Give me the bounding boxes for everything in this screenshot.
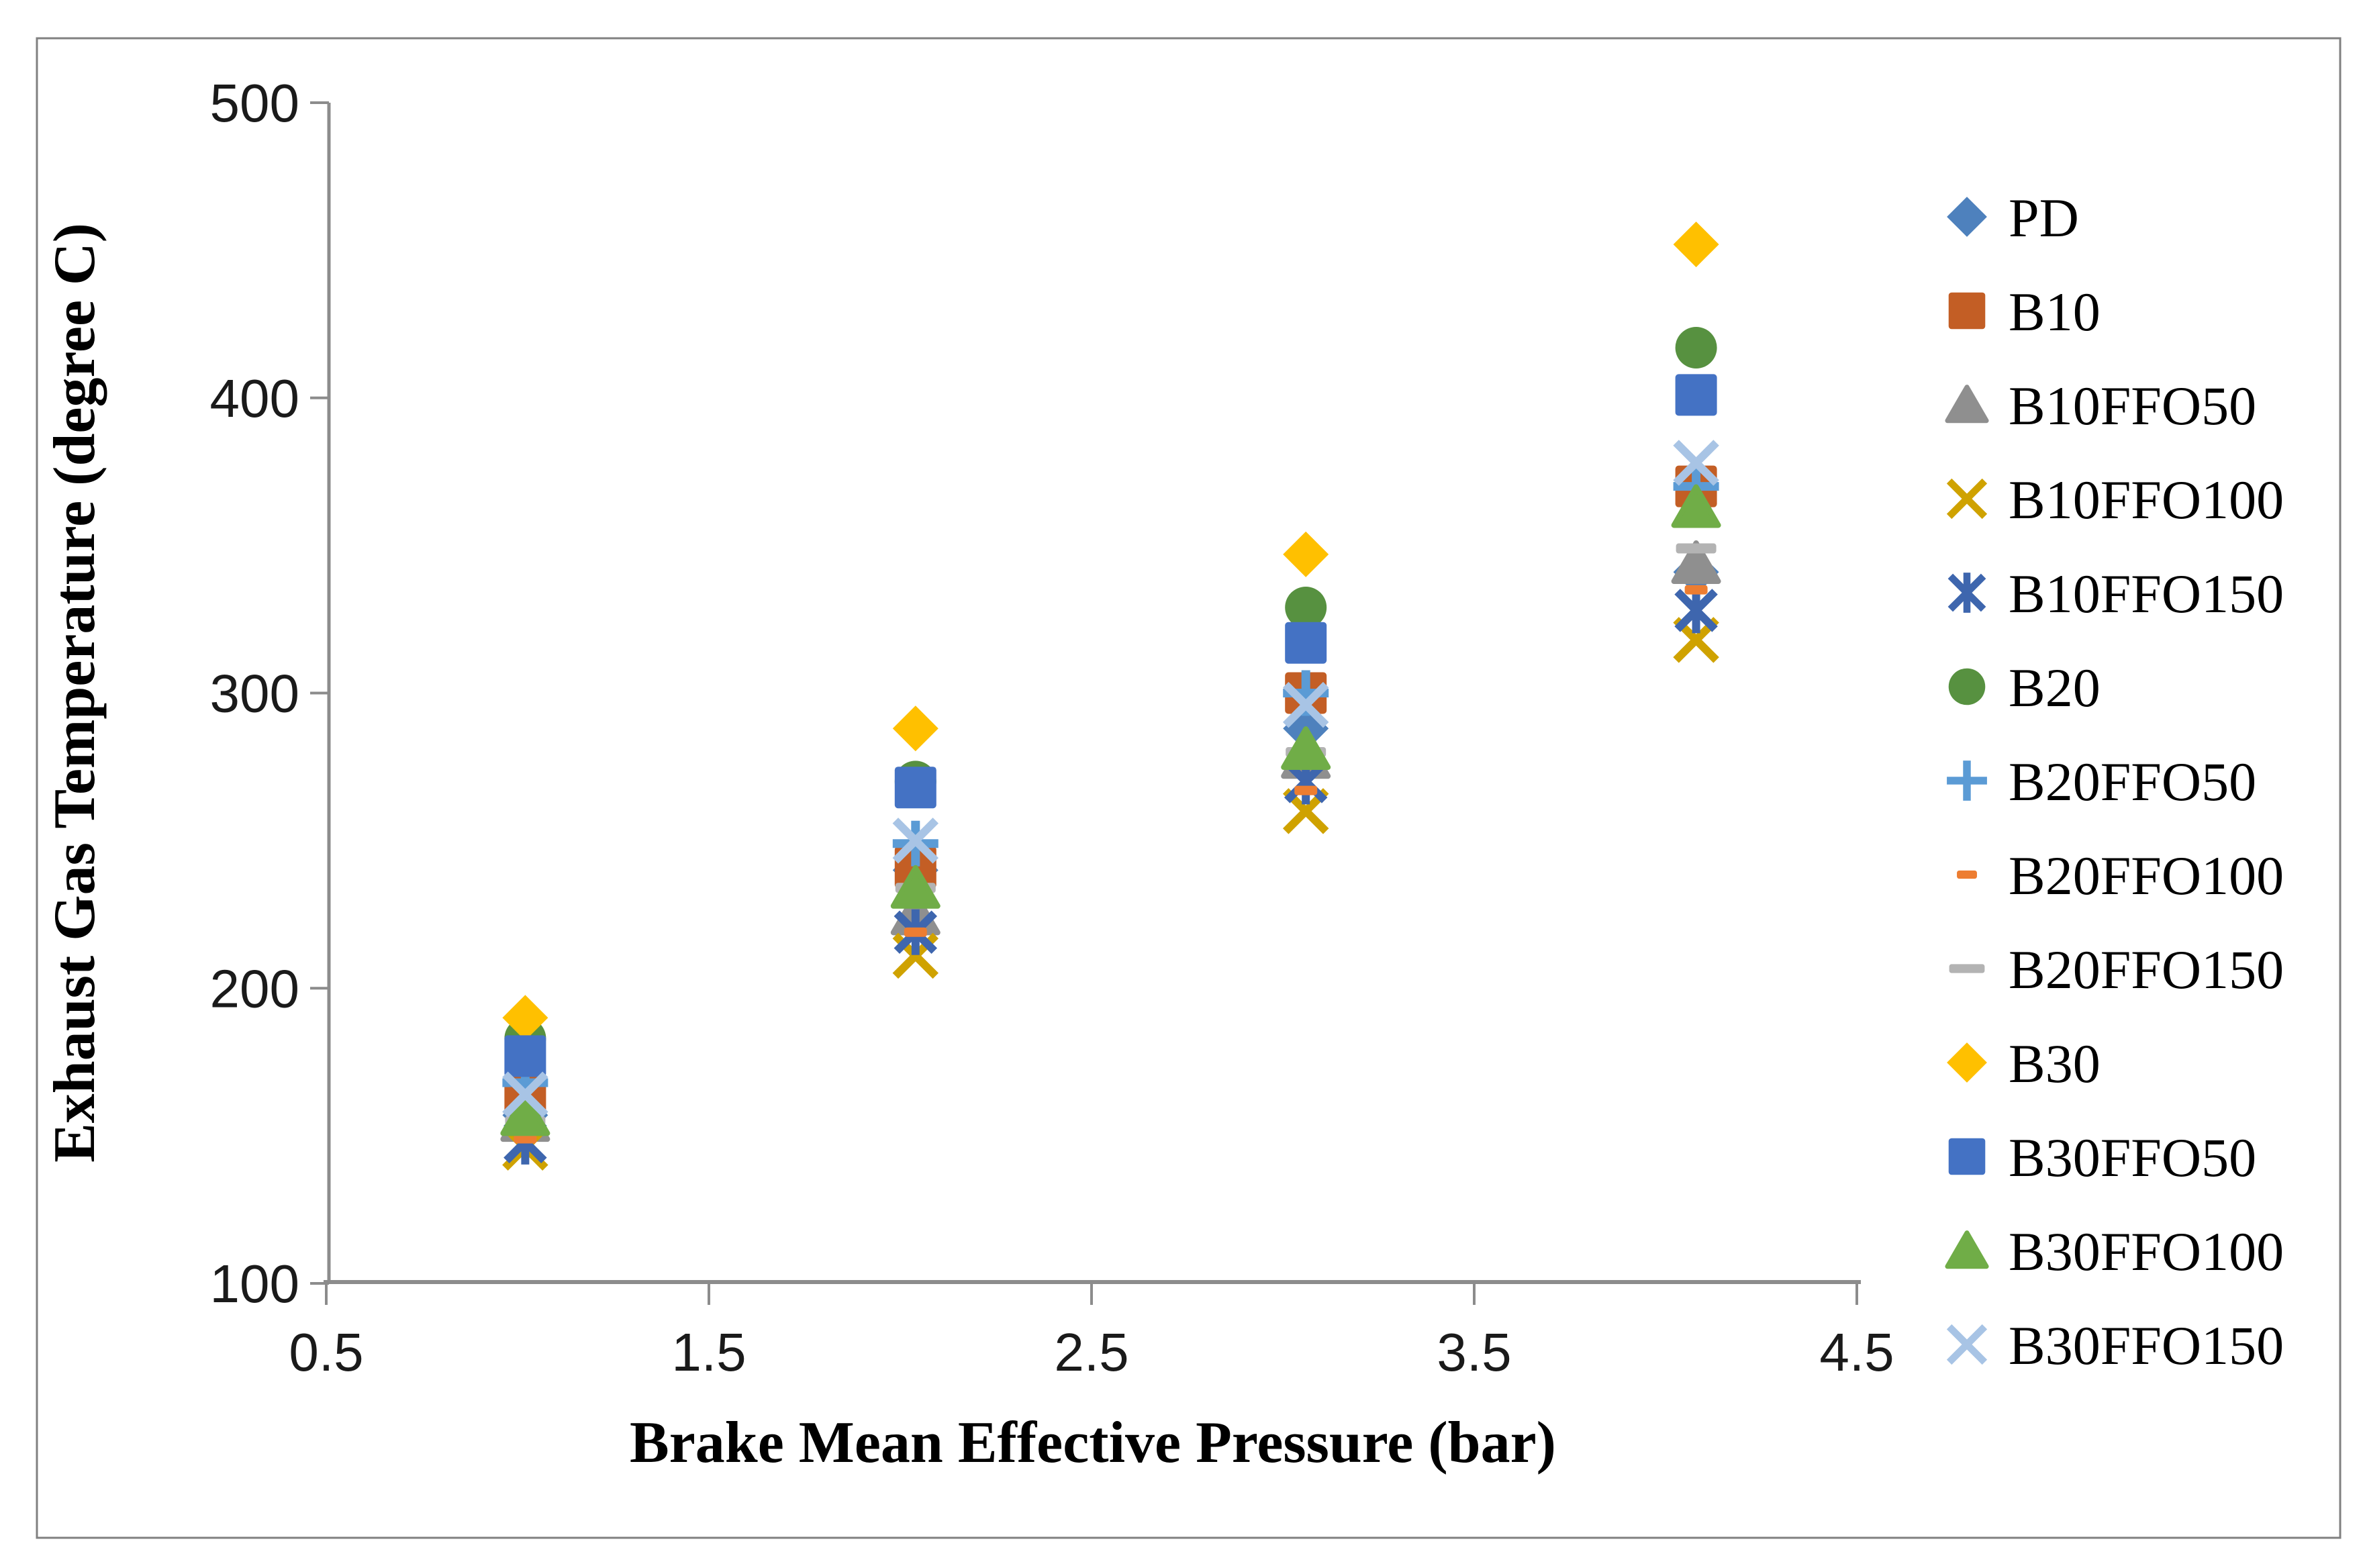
marker-B20FFO100-3 <box>1684 585 1708 595</box>
legend-x-marker <box>1946 478 1988 520</box>
marker-B30-2 <box>1283 531 1329 577</box>
marker-B30FFO100-3 <box>1671 484 1721 528</box>
marker-B30FFO150-0 <box>502 1071 548 1118</box>
legend-plus-marker <box>1947 761 1987 801</box>
marker-B30-1 <box>892 705 938 752</box>
legend-label: B30FFO50 <box>2009 1127 2256 1188</box>
legend-item-B10FFO150: B10FFO150 <box>1947 563 2284 624</box>
marker-B30FFO100-2 <box>1281 726 1331 771</box>
legend-diamond-marker <box>1947 197 1987 237</box>
marker-B30-3 <box>1673 222 1719 268</box>
marker-B30FFO50-1 <box>894 767 936 809</box>
legend-label: B20FFO150 <box>2009 939 2284 1000</box>
legend-square-marker <box>1948 1138 1986 1175</box>
legend-asterisk-marker <box>1947 573 1986 613</box>
x-tick-label: 2.5 <box>1054 1322 1128 1382</box>
legend-label: B30 <box>2009 1033 2101 1094</box>
legend-triangle-marker <box>1945 1230 1989 1269</box>
marker-B30FFO100-1 <box>890 865 941 909</box>
legend-label: B10FFO150 <box>2009 563 2284 624</box>
marker-B30FFO100-0 <box>500 1092 550 1136</box>
x-axis-title: Brake Mean Effective Pressure (bar) <box>630 1410 1556 1475</box>
marker-B30FFO150-1 <box>892 818 939 864</box>
legend-item-B30FFO100: B30FFO100 <box>1945 1221 2284 1282</box>
marker-B20-2 <box>1285 586 1327 628</box>
x-tick-label: 3.5 <box>1437 1322 1511 1382</box>
legend-item-B20: B20 <box>1948 657 2101 718</box>
marker-B10FFO50-3 <box>1671 540 1721 585</box>
y-axis-title: Exhaust Gas Temperature (degree C) <box>42 223 107 1163</box>
marker-B30-0 <box>502 995 548 1041</box>
legend-label: B30FFO150 <box>2009 1315 2284 1376</box>
data-points <box>500 222 1721 1171</box>
legend-x-marker <box>1946 1324 1988 1365</box>
legend-label: B10FFO50 <box>2009 375 2256 436</box>
legend-circle-marker <box>1948 668 1986 705</box>
legend-item-B10: B10 <box>1948 281 2101 342</box>
legend-label: PD <box>2009 187 2079 248</box>
legend-item-B20FFO100: B20FFO100 <box>1957 845 2284 906</box>
figure-border <box>36 37 2342 1539</box>
legend-label: B20FFO50 <box>2009 751 2256 812</box>
legend-diamond-marker <box>1947 1042 1987 1083</box>
legend-square-marker <box>1948 292 1986 330</box>
marker-B10FFO150-3 <box>1674 587 1718 634</box>
marker-B30FFO50-0 <box>504 1035 546 1077</box>
legend-label: B10 <box>2009 281 2101 342</box>
legend-item-B30: B30 <box>1947 1033 2101 1094</box>
marker-B20-3 <box>1675 326 1717 369</box>
x-tick-label: 1.5 <box>671 1322 746 1382</box>
marker-B20FFO100-0 <box>514 1134 537 1144</box>
legend-triangle-marker <box>1945 385 1989 424</box>
legend-label: B10FFO100 <box>2009 469 2284 530</box>
y-tick-label: 400 <box>210 369 299 428</box>
legend-dash-long-marker <box>1949 964 1985 973</box>
y-tick-label: 200 <box>210 959 299 1018</box>
legend-item-B30FFO50: B30FFO50 <box>1948 1127 2256 1188</box>
y-tick-label: 100 <box>210 1254 299 1314</box>
legend-label: B30FFO100 <box>2009 1221 2284 1282</box>
y-tick-label: 300 <box>210 664 299 724</box>
legend-item-B10FFO100: B10FFO100 <box>1946 469 2284 530</box>
legend-item-B30FFO150: B30FFO150 <box>1946 1315 2284 1376</box>
marker-B30FFO150-2 <box>1282 681 1329 728</box>
marker-B20FFO150-3 <box>1676 543 1717 554</box>
marker-B20FFO100-1 <box>904 927 927 937</box>
marker-B20FFO100-2 <box>1294 785 1318 795</box>
legend-item-PD: PD <box>1947 187 2079 248</box>
x-tick-label: 0.5 <box>289 1322 363 1382</box>
y-tick-label: 500 <box>210 73 299 133</box>
axes: 100 200 300 400 500 0.5 1.5 2.5 3.5 4.5 <box>210 73 1894 1382</box>
legend: PD B10 B10FFO50 B10FFO100 B10FFO150 B20 B20FFO… <box>1945 187 2284 1376</box>
x-tick-label: 4.5 <box>1819 1322 1894 1382</box>
legend-item-B20FFO50: B20FFO50 <box>1947 751 2256 812</box>
marker-B30FFO50-2 <box>1285 622 1327 664</box>
marker-B30FFO150-3 <box>1673 440 1719 486</box>
legend-label: B20 <box>2009 657 2101 718</box>
legend-item-B10FFO50: B10FFO50 <box>1945 375 2256 436</box>
legend-item-B20FFO150: B20FFO150 <box>1949 939 2284 1000</box>
legend-label: B20FFO100 <box>2009 845 2284 906</box>
marker-B30FFO50-3 <box>1675 374 1717 416</box>
legend-dash-short-marker <box>1957 870 1977 879</box>
